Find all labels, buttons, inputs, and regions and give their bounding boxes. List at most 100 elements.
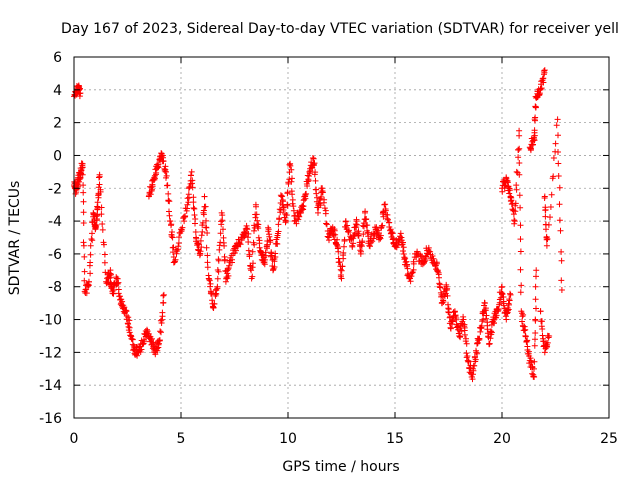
data-point <box>532 316 539 323</box>
data-point <box>80 198 87 205</box>
data-point <box>374 227 381 234</box>
data-point <box>138 346 145 353</box>
data-point <box>532 103 539 110</box>
data-point <box>289 191 296 198</box>
data-point <box>189 180 195 187</box>
y-tick-label: -16 <box>39 411 62 427</box>
data-point <box>531 342 538 349</box>
data-point <box>555 173 562 179</box>
data-point <box>182 213 188 220</box>
data-point <box>500 302 507 309</box>
data-point <box>400 239 406 246</box>
data-point <box>358 248 364 255</box>
data-point <box>214 275 221 282</box>
data-point <box>498 284 505 291</box>
data-point <box>384 215 391 222</box>
data-point <box>245 230 252 237</box>
data-point <box>410 266 417 273</box>
data-point <box>444 285 451 292</box>
data-point <box>272 250 279 257</box>
data-point <box>284 202 291 209</box>
data-point <box>251 227 257 234</box>
data-point <box>385 216 391 223</box>
data-point <box>511 220 518 227</box>
data-point <box>517 222 524 229</box>
data-point <box>558 248 565 255</box>
data-point <box>364 222 371 229</box>
data-point <box>433 260 440 267</box>
data-point <box>199 219 206 226</box>
data-point <box>96 171 103 178</box>
data-point <box>94 199 101 206</box>
data-point <box>548 191 555 198</box>
data-point <box>516 160 523 166</box>
data-point <box>221 242 228 249</box>
data-point <box>126 317 133 324</box>
data-point <box>83 290 90 297</box>
data-point <box>317 202 324 209</box>
data-point <box>245 247 252 254</box>
data-point <box>300 203 307 210</box>
data-point <box>555 149 561 155</box>
data-point <box>533 305 539 312</box>
data-point <box>160 299 167 306</box>
data-point <box>517 266 524 273</box>
data-point <box>256 237 263 244</box>
data-point <box>537 308 544 315</box>
data-point <box>400 244 407 251</box>
data-point <box>153 169 160 176</box>
data-point <box>532 330 539 336</box>
data-point <box>245 239 252 245</box>
data-point <box>166 218 173 224</box>
data-point <box>483 312 490 319</box>
data-point <box>389 230 396 237</box>
data-point <box>533 273 539 280</box>
data-point <box>99 226 106 233</box>
data-point <box>290 203 297 210</box>
data-point <box>75 178 82 185</box>
data-point <box>511 218 518 225</box>
data-point <box>306 173 312 179</box>
data-point <box>539 332 546 339</box>
data-point <box>160 292 167 299</box>
data-point <box>541 195 548 201</box>
data-point <box>193 235 200 242</box>
data-point <box>217 230 224 237</box>
data-point <box>115 279 122 286</box>
data-point <box>518 282 525 289</box>
data-point <box>288 166 295 173</box>
data-point <box>79 171 86 178</box>
data-point <box>530 373 537 380</box>
data-point <box>536 90 543 97</box>
data-point <box>360 231 367 238</box>
data-point <box>197 248 204 255</box>
data-point <box>461 331 468 338</box>
data-point <box>337 266 344 273</box>
data-point <box>463 340 470 347</box>
data-point <box>495 306 502 313</box>
data-point <box>533 267 540 274</box>
y-tick-label: -14 <box>39 378 62 394</box>
data-point <box>512 200 519 207</box>
data-point <box>519 313 526 320</box>
data-point <box>488 328 494 335</box>
data-point <box>192 220 198 227</box>
y-tick-label: 4 <box>53 83 62 99</box>
x-tick-label: 10 <box>279 431 297 447</box>
data-point <box>404 265 411 272</box>
data-point <box>545 221 552 228</box>
data-point <box>255 225 262 232</box>
data-point <box>253 203 259 210</box>
data-point <box>85 282 92 289</box>
data-point <box>207 280 214 287</box>
data-point <box>335 248 342 255</box>
data-point <box>340 255 347 262</box>
data-point <box>532 283 539 290</box>
data-point <box>449 318 456 325</box>
data-point <box>515 146 522 153</box>
data-point <box>210 305 217 311</box>
data-point <box>304 183 311 189</box>
data-point <box>280 198 286 205</box>
data-point <box>338 267 345 274</box>
